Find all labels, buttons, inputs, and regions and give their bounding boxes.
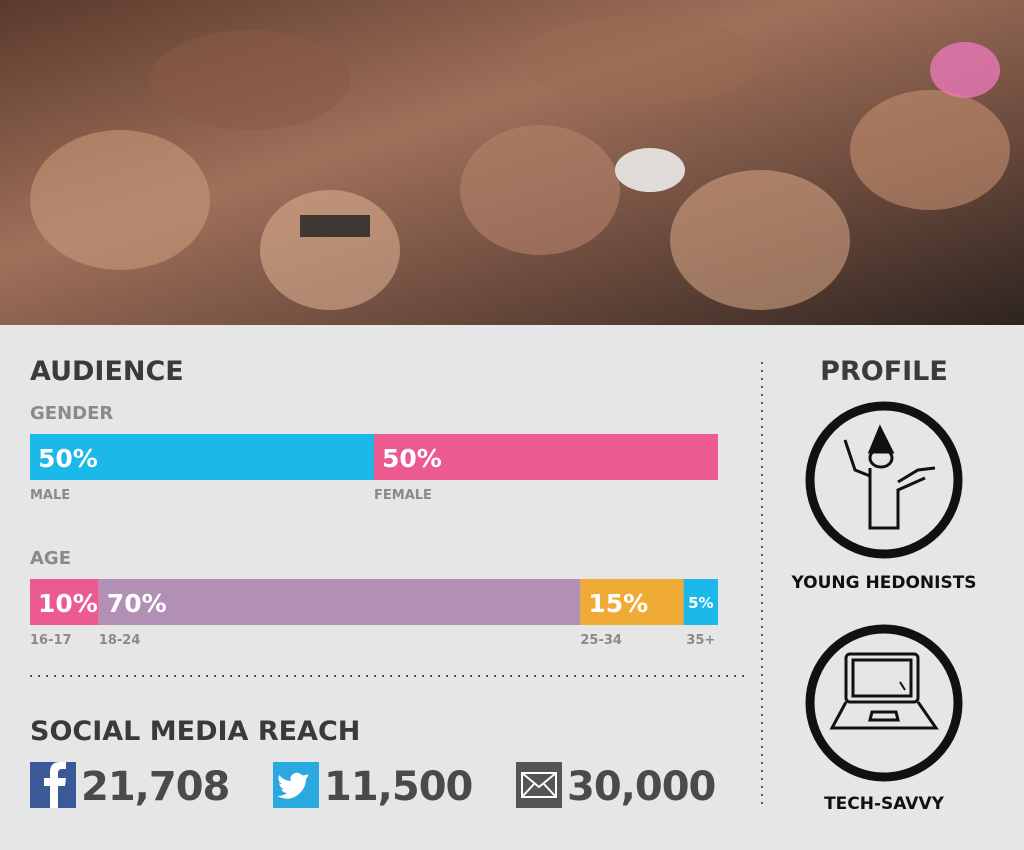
subsection-title: GENDER (30, 403, 113, 424)
segment-value-label: 70% (107, 589, 167, 618)
segment-value-label: 50% (38, 444, 98, 473)
email-icon (516, 762, 562, 808)
twitter-icon (273, 762, 319, 808)
header-photo (0, 0, 1024, 325)
laptop-icon (805, 624, 963, 782)
segment-label: 35+ (686, 633, 715, 648)
bar-segment (580, 579, 684, 625)
segment-label: FEMALE (374, 488, 432, 503)
segment-label: 16-17 (30, 633, 72, 648)
bar-segment (30, 434, 374, 480)
reach-count: 30,000 (567, 764, 715, 810)
bar-segment (374, 434, 718, 480)
reach-count: 11,500 (324, 764, 472, 810)
segment-value-label: 10% (38, 589, 98, 618)
hedonist-icon (805, 401, 963, 559)
bar-segment (30, 579, 99, 625)
segment-label: 25-34 (580, 633, 622, 648)
profile-label: TECH-SAVVY (824, 794, 945, 814)
segment-label: MALE (30, 488, 70, 503)
segment-value-label: 15% (588, 589, 648, 618)
bar-segment (98, 579, 581, 625)
profile-label: YOUNG HEDONISTS (790, 573, 976, 593)
facebook-icon (30, 762, 76, 808)
section-title: SOCIAL MEDIA REACH (30, 716, 360, 747)
segment-label: 18-24 (99, 633, 141, 648)
gender-bar: 50% MALE 50% FEMALE (30, 434, 718, 503)
age-bar: 10% 16-17 70% 18-24 15% 25-34 5% 35+ (30, 579, 718, 648)
bar-segment (683, 579, 718, 625)
section-title: AUDIENCE (30, 356, 184, 387)
section-title: PROFILE (820, 356, 948, 387)
reach-count: 21,708 (81, 764, 229, 810)
segment-value-label: 50% (382, 444, 442, 473)
segment-value-label: 5% (688, 594, 713, 612)
subsection-title: AGE (30, 548, 71, 569)
